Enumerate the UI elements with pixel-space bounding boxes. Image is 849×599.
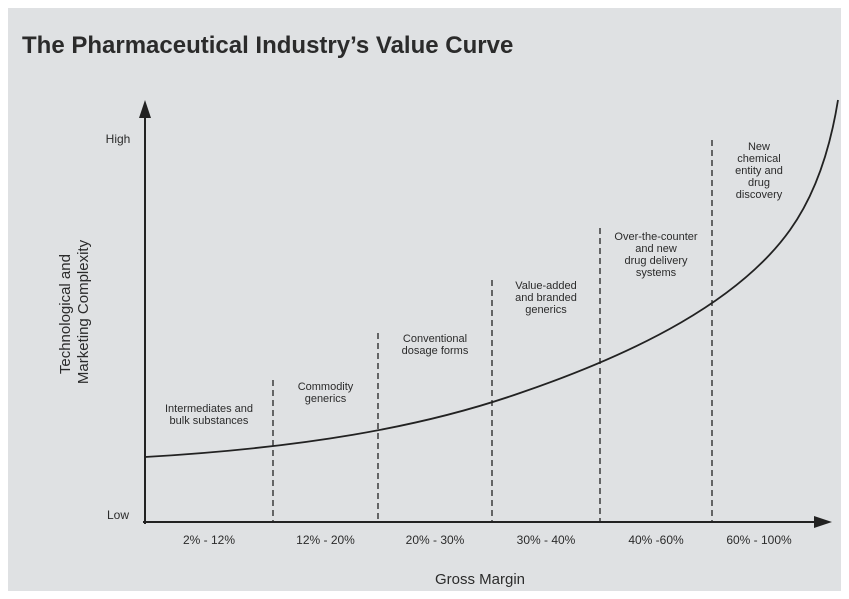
x-arrow <box>814 516 832 528</box>
segment-label-line: and new <box>635 243 677 255</box>
segment-range: 40% -60% <box>628 533 684 547</box>
segments: Intermediates and bulk substances 2% - 12%… <box>165 140 792 547</box>
segment-label: Value-added and branded generics <box>515 280 577 316</box>
segment-label-line: generics <box>305 393 347 405</box>
segment-label-line: bulk substances <box>170 415 249 427</box>
segment-label: Intermediates and bulk substances <box>165 403 253 427</box>
segment-label-line: systems <box>636 267 677 279</box>
segment-label-line: Value-added <box>515 280 577 292</box>
segment-range: 2% - 12% <box>183 533 235 547</box>
segment-label: Conventional dosage forms <box>402 333 469 357</box>
segment-range: 12% - 20% <box>296 533 355 547</box>
y-low: Low <box>107 508 129 522</box>
segment-label-line: New <box>748 141 770 153</box>
segment-label-line: drug <box>748 177 770 189</box>
y-high: High <box>106 132 131 146</box>
title: The Pharmaceutical Industry’s Value Curv… <box>22 32 513 59</box>
value-curve <box>144 99 839 458</box>
y-axis-label-line: Marketing Complexity <box>75 239 92 384</box>
segment-label-line: discovery <box>736 189 783 201</box>
segment-label-line: dosage forms <box>402 345 469 357</box>
segment-label-line: Intermediates and <box>165 403 253 415</box>
segment-label-line: Conventional <box>403 333 467 345</box>
segment-label: New chemical entity and drug discovery <box>735 141 783 201</box>
x-axis-label: Gross Margin <box>435 571 525 588</box>
segment-label: Commodity generics <box>298 381 354 405</box>
segment-label-line: Over-the-counter <box>614 231 697 243</box>
y-arrow <box>139 100 151 118</box>
panel <box>8 8 841 591</box>
segment-range: 20% - 30% <box>406 533 465 547</box>
segment-range: 60% - 100% <box>726 533 792 547</box>
segment-range: 30% - 40% <box>517 533 576 547</box>
segment-label-line: generics <box>525 304 567 316</box>
segment-label-line: Commodity <box>298 381 354 393</box>
segment-label-line: entity and <box>735 165 783 177</box>
segment-label-line: and branded <box>515 292 577 304</box>
segment-label: Over-the-counter and new drug delivery syst… <box>614 231 697 279</box>
y-axis-label-line: Technological and <box>57 254 74 374</box>
segment-label-line: chemical <box>737 153 780 165</box>
y-axis-label: Technological and Marketing Complexity <box>57 239 92 384</box>
segment-label-line: drug delivery <box>625 255 688 267</box>
